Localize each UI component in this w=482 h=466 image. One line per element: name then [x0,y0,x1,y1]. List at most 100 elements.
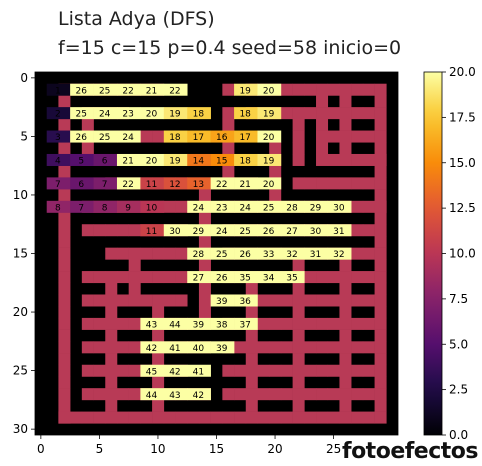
wall-cell [327,388,340,401]
wall-cell [105,353,118,366]
wall-cell [316,411,329,424]
wall-cell [58,411,71,424]
colorbar-tick-label: 0.0 [449,428,468,442]
wall-cell [362,294,375,307]
visited-cell [187,388,211,401]
cell-label: 1 [55,86,61,96]
wall-cell [327,153,340,166]
visited-cell [234,294,258,307]
wall-cell [374,165,387,178]
wall-cell [116,411,129,424]
visited-cell [210,247,235,260]
wall-cell [304,317,317,330]
wall-cell [280,294,293,307]
wall-cell [292,107,305,120]
wall-cell [362,388,375,401]
wall-cell [105,399,118,412]
wall-cell [140,130,153,143]
y-tick-label: 15 [13,247,28,261]
wall-cell [269,341,282,354]
visited-cell [234,177,258,190]
cell-label: 33 [263,250,274,260]
wall-cell [304,341,317,354]
cell-label: 26 [216,274,228,284]
visited-cell [93,177,118,190]
x-tick-label: 15 [209,442,224,456]
wall-cell [152,376,165,389]
visited-cell [210,317,235,330]
cell-label: 39 [216,297,228,307]
wall-cell [269,165,282,178]
cell-label: 15 [216,157,227,167]
cell-label: 16 [216,133,228,143]
wall-cell [316,83,329,96]
visited-cell [163,83,188,96]
wall-cell [222,107,235,120]
wall-cell [374,177,387,190]
wall-cell [140,247,153,260]
wall-cell [116,294,129,307]
wall-cell [105,388,118,401]
cell-label: 7 [102,180,108,190]
wall-cell [292,142,305,155]
visited-cell [257,130,282,143]
wall-cell [292,83,305,96]
wall-cell [187,411,200,424]
cell-label: 19 [263,110,275,120]
wall-cell [128,341,141,354]
visited-cell [234,153,258,166]
wall-cell [292,177,305,190]
wall-cell [280,388,293,401]
wall-cell [105,376,118,389]
cell-label: 27 [193,274,204,284]
wall-cell [269,388,282,401]
wall-cell [81,317,94,330]
wall-cell [152,271,165,284]
visited-cell [187,271,211,284]
cell-label: 18 [169,133,181,143]
wall-cell [374,317,387,330]
wall-cell [152,294,165,307]
cell-label: 32 [333,250,344,260]
visited-cell [116,200,141,213]
wall-cell [292,341,305,354]
visited-cell [257,224,282,237]
cell-label: 28 [193,250,205,260]
cell-label: 23 [216,203,227,213]
wall-cell [374,282,387,295]
visited-cell [70,153,94,166]
wall-cell [222,411,235,424]
colorbar [423,71,443,436]
wall-cell [339,118,352,131]
wall-cell [93,411,106,424]
wall-cell [269,317,282,330]
wall-cell [292,376,305,389]
visited-cell [187,130,211,143]
watermark-logo: fotoefectos [342,439,479,464]
cell-label: 27 [286,227,297,237]
visited-cell [210,200,235,213]
wall-cell [292,388,305,401]
cell-label: 37 [239,321,250,331]
wall-cell [292,306,305,319]
wall-cell [105,364,118,377]
cell-label: 25 [216,250,227,260]
wall-cell [234,341,247,354]
visited-cell [234,130,258,143]
cell-label: 21 [146,86,157,96]
wall-cell [245,329,258,342]
visited-cell [234,83,258,96]
wall-cell [327,130,340,143]
visited-cell [93,130,118,143]
wall-cell [351,388,364,401]
wall-cell [339,95,352,108]
visited-cell [187,200,211,213]
wall-cell [93,294,106,307]
wall-cell [128,259,141,272]
x-tick-label: 0 [37,442,45,456]
wall-cell [257,388,270,401]
cell-label: 36 [239,297,251,307]
wall-cell [316,107,329,120]
visited-cell [210,294,235,307]
visited-cell [187,107,211,120]
